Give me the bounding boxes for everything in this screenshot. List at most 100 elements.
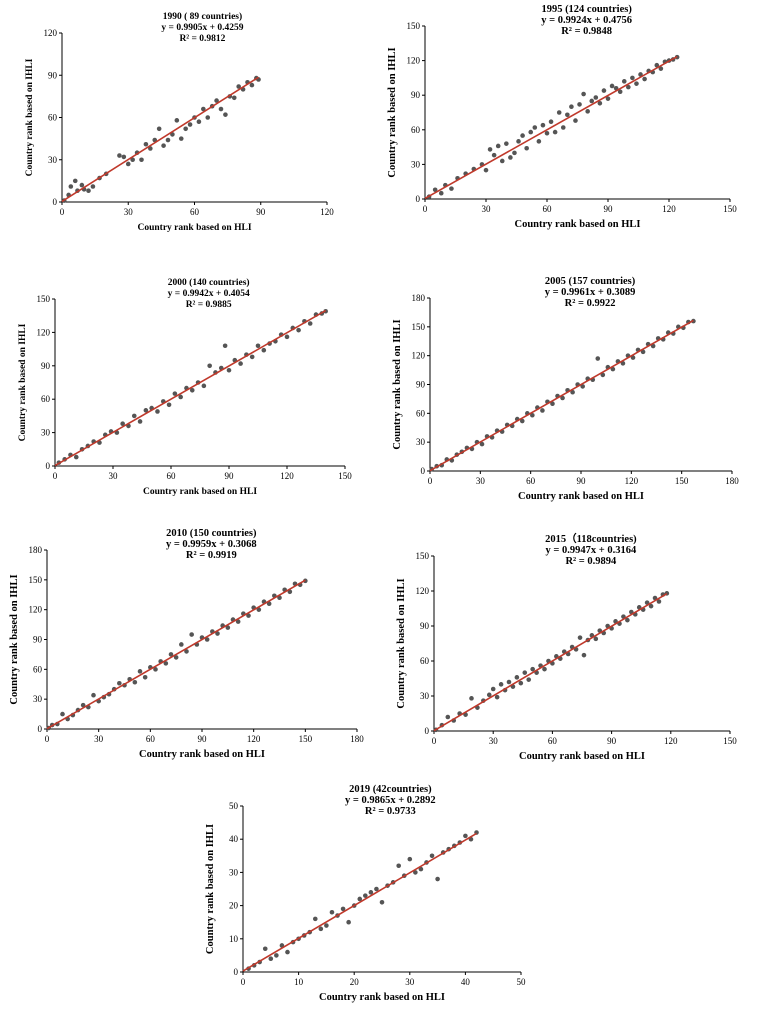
data-point: [542, 666, 547, 672]
x-tick-label: 30: [109, 471, 119, 481]
y-axis-label: Country rank based on IHLI: [396, 578, 407, 708]
data-point: [284, 334, 290, 340]
data-point: [204, 637, 210, 642]
x-tick-label: 0: [432, 736, 437, 746]
data-point: [429, 853, 435, 859]
data-point: [262, 946, 268, 952]
data-point: [449, 186, 454, 191]
data-point: [435, 876, 440, 882]
data-point: [565, 112, 570, 118]
data-point: [495, 143, 501, 149]
data-point: [540, 408, 545, 413]
regression-equation: y = 0.9961x + 0.3089: [545, 287, 636, 298]
data-point: [357, 896, 363, 902]
regression-equation: y = 0.9942x + 0.4054: [168, 289, 250, 299]
data-point: [514, 675, 520, 680]
data-point: [215, 631, 220, 636]
x-tick-label: 40: [461, 977, 471, 987]
data-point: [79, 182, 85, 188]
data-point: [530, 412, 535, 418]
data-point: [498, 682, 504, 687]
data-point: [519, 418, 525, 424]
data-point: [597, 100, 603, 106]
data-point: [469, 696, 474, 701]
y-tick-label: 0: [425, 726, 430, 736]
data-point: [626, 84, 631, 90]
data-point: [249, 82, 255, 88]
y-tick-label: 60: [420, 656, 430, 666]
x-tick-label: 60: [543, 204, 553, 214]
data-point: [214, 98, 219, 103]
data-point: [207, 363, 212, 369]
data-point: [173, 655, 179, 660]
chart-title: 2019 (42countries): [349, 784, 432, 795]
chart-title: 1990 ( 89 countries): [163, 11, 242, 22]
data-point: [329, 909, 335, 915]
x-tick-label: 0: [45, 734, 50, 744]
data-point: [508, 155, 513, 160]
data-point: [261, 347, 267, 353]
data-point: [600, 372, 606, 378]
x-tick-label: 50: [517, 977, 527, 987]
regression-line: [242, 832, 477, 972]
data-point: [274, 953, 279, 958]
data-point: [658, 66, 664, 71]
data-point: [142, 674, 148, 680]
y-tick-label: 60: [41, 394, 51, 404]
data-point: [120, 421, 125, 426]
data-point: [550, 401, 555, 407]
data-point: [593, 95, 599, 100]
data-point: [621, 79, 627, 84]
data-point: [530, 666, 535, 672]
data-point: [544, 130, 550, 136]
y-tick-label: 0: [38, 724, 43, 734]
data-point: [379, 899, 385, 905]
data-point: [143, 408, 149, 413]
chart-panel-2010: 0 30 60 90 120 150 180 0 30 60 90 120 150 180 2010 (15…: [9, 528, 364, 760]
data-point: [268, 956, 274, 962]
data-point: [68, 184, 74, 189]
data-point: [205, 115, 211, 120]
data-point: [581, 652, 587, 658]
data-point: [131, 413, 137, 419]
regression-equation: y = 0.9959x + 0.3068: [166, 539, 257, 550]
data-point: [504, 141, 509, 146]
data-point: [235, 619, 241, 624]
data-point: [174, 118, 180, 123]
data-point: [522, 670, 528, 675]
x-axis-label: Country rank based on HLI: [143, 487, 257, 497]
data-point: [155, 409, 160, 414]
y-tick-label: 0: [416, 194, 421, 204]
data-point: [654, 62, 660, 68]
r-squared-label: R² = 0.9894: [565, 556, 617, 567]
data-point: [249, 354, 255, 360]
data-point: [463, 833, 468, 839]
x-tick-label: 60: [146, 734, 156, 744]
y-axis-label: Country rank based on IHLI: [387, 47, 398, 177]
data-point: [573, 118, 578, 123]
y-tick-label: 90: [48, 70, 58, 80]
data-point: [90, 184, 96, 189]
y-tick-label: 90: [41, 361, 51, 371]
data-point: [494, 694, 500, 700]
x-tick-label: 90: [607, 736, 617, 746]
y-tick-label: 90: [33, 635, 43, 645]
y-tick-label: 30: [41, 428, 51, 438]
data-point: [548, 119, 554, 125]
r-squared-label: R² = 0.9848: [561, 26, 612, 37]
data-point: [601, 88, 607, 93]
x-tick-label: 120: [662, 204, 676, 214]
data-point: [620, 361, 626, 366]
x-axis-label: Country rank based on HLI: [519, 751, 645, 762]
data-point: [552, 129, 558, 135]
data-point: [413, 870, 418, 875]
y-tick-label: 90: [411, 90, 421, 100]
x-tick-label: 150: [723, 736, 737, 746]
data-point: [479, 441, 485, 447]
chart-panel-1990: 0 30 60 90 120 0 30 60 90 120 1990 ( 89 countries)…: [25, 11, 334, 233]
x-tick-label: 150: [338, 471, 352, 481]
data-point: [168, 652, 174, 657]
data-point: [580, 384, 585, 389]
data-point: [312, 916, 318, 922]
data-point: [166, 402, 172, 408]
